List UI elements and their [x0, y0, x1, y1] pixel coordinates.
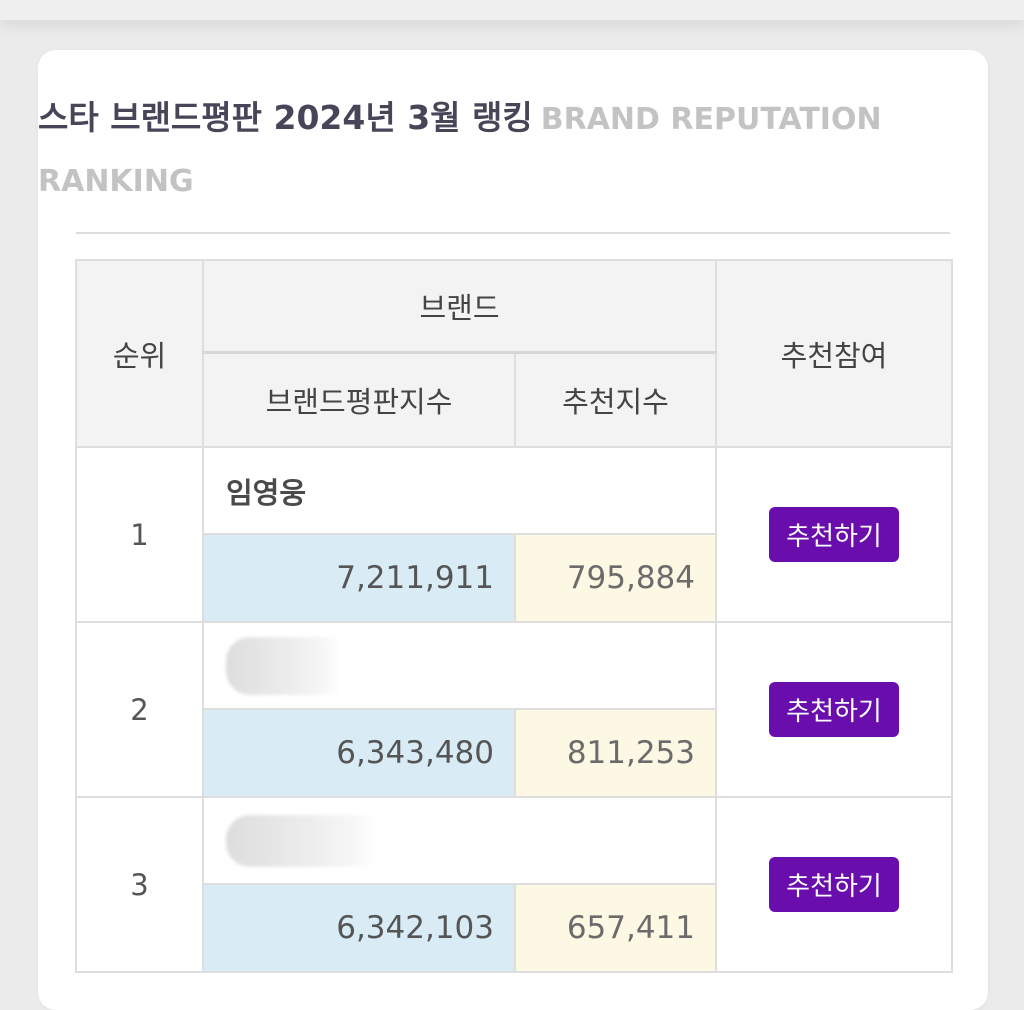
brand-name: 임영웅 [201, 446, 718, 535]
table-row-scores: 7,211,911 795,884 [76, 533, 952, 623]
title-divider [76, 232, 950, 234]
table-row: 2 추천하기 [75, 621, 954, 798]
recommend-button[interactable]: 추천하기 [769, 682, 899, 737]
brand-score: 7,211,911 [202, 533, 516, 623]
recommend-button[interactable]: 추천하기 [769, 507, 899, 562]
action-cell: 추천하기 [715, 446, 954, 623]
header-action: 추천참여 [715, 259, 954, 448]
recommend-score: 657,411 [513, 883, 718, 973]
rank-number: 3 [75, 796, 204, 973]
table-row: 3 추천하기 [75, 796, 954, 973]
blurred-name-image [226, 636, 341, 695]
header-rank: 순위 [75, 259, 204, 448]
previous-card [0, 0, 1024, 20]
brand-name-cell [201, 796, 718, 885]
brand-name-cell [201, 621, 718, 710]
header-recommend-score: 추천지수 [513, 351, 718, 448]
brand-score: 6,342,103 [202, 883, 516, 973]
table-row: 1 임영웅 추천하기 [75, 446, 954, 623]
blurred-name-image [226, 814, 376, 867]
rank-number: 2 [75, 621, 204, 798]
rank-number: 1 [75, 446, 204, 623]
action-cell: 추천하기 [715, 621, 954, 798]
recommend-score: 811,253 [513, 708, 718, 798]
recommend-button[interactable]: 추천하기 [769, 857, 899, 912]
ranking-table: 순위 브랜드 추천참여 브랜드평판지수 추천지수 1 임영웅 추천하기 7,21… [75, 259, 954, 973]
page-title: 스타 브랜드평판 2024년 3월 랭킹 BRAND REPUTATION RAN… [38, 88, 918, 212]
action-cell: 추천하기 [715, 796, 954, 973]
header-brand-score: 브랜드평판지수 [202, 351, 516, 448]
header-brand: 브랜드 [201, 259, 718, 354]
title-main: 스타 브랜드평판 2024년 3월 랭킹 [38, 98, 533, 137]
table-row-scores: 6,343,480 811,253 [76, 708, 952, 798]
brand-score: 6,343,480 [202, 708, 516, 798]
title-subtitle: BRAND REPUTATION RANKING [38, 102, 882, 199]
table-row-scores: 6,342,103 657,411 [76, 883, 952, 973]
recommend-score: 795,884 [513, 533, 718, 623]
